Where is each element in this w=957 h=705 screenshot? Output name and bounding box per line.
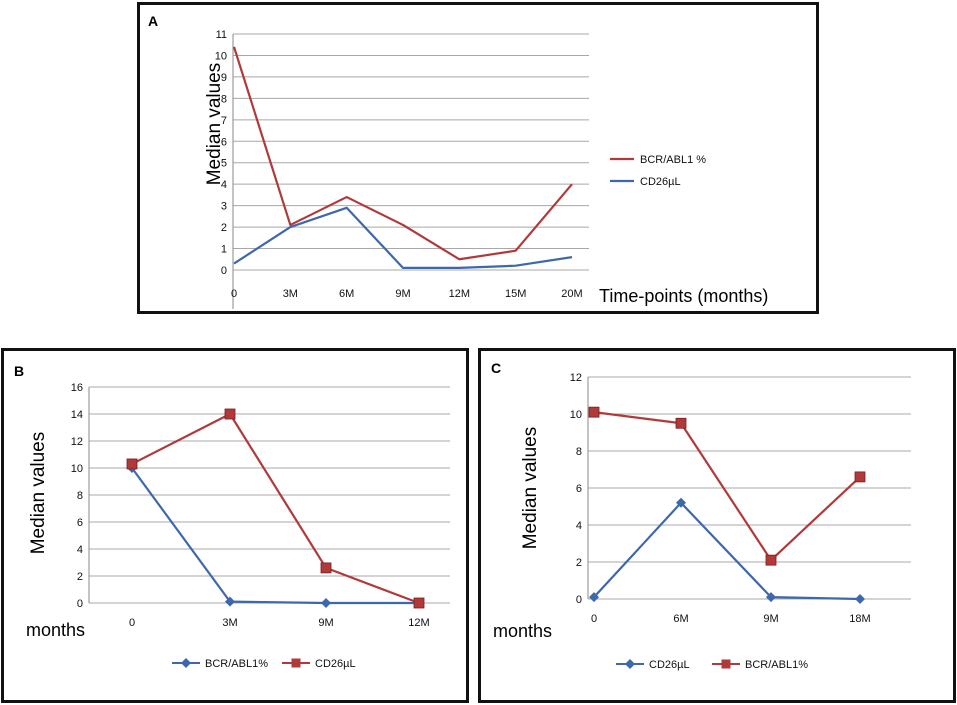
data-point-square [765,554,777,566]
series-line-c-1 [593,411,861,562]
legend-marker-diamond [181,658,191,668]
x-tick-label: 12M [449,288,470,300]
series-line-b-0 [131,467,419,605]
y-tick-label: 9 [221,72,227,84]
y-tick-label: 12 [570,372,582,384]
legend-marker-square [291,658,301,668]
data-point-square [675,417,687,429]
x-tick-label: 6M [339,288,354,300]
y-tick-label: 5 [221,158,227,170]
series-line-a-0 [232,46,573,261]
x-tick-label: 9M [395,288,410,300]
chart-b-svg: 0 2 4 6 8 10 12 14 16 0 3M 9M 12M B Median values month… [14,363,450,670]
data-point-diamond [676,497,686,508]
data-point-square [413,597,425,609]
series-line-c-0 [593,501,861,601]
y-tick-label: 6 [77,517,83,529]
series-line-a-1 [233,206,573,269]
y-tick-label: 8 [221,93,227,105]
data-point-square [320,562,332,574]
series-line-b-1 [131,412,420,605]
y-tick-label: 2 [576,557,582,569]
x-tick-label: 18M [849,613,870,625]
legend-label: BCR/ABL1 % [640,154,706,166]
x-tick-label: 6M [673,613,688,625]
y-tick-label: 8 [576,446,582,458]
x-tick-label: 9M [318,617,333,629]
x-tick-label: 0 [591,613,597,625]
y-tick-label: 4 [77,544,83,556]
x-axis-label: Time-points (months) [599,286,768,306]
y-tick-label: 2 [221,222,227,234]
data-point-square [224,408,236,420]
data-point-square [854,471,866,483]
legend-label: CD26µL [640,176,681,188]
y-axis-label: Median values [28,432,49,555]
x-tick-label: 20M [561,288,582,300]
y-tick-label: 11 [216,29,227,41]
legend-marker-diamond [625,659,635,669]
x-tick-label: 12M [408,617,429,629]
panel-letter: C [491,360,501,376]
chart-panel-a: 0 1 2 3 4 5 6 7 8 9 10 11 0 3M 6M 9M 12M 15M 20M A Median va… [137,2,819,314]
x-tick-label: 3M [222,617,237,629]
legend-label: BCR/ABL1% [205,658,268,670]
x-tick-label: 3M [283,288,298,300]
panel-letter: B [14,363,24,379]
chart-panel-c: 0 2 4 6 8 10 12 0 6M 9M 18M C Median values months CD2… [478,348,956,703]
y-tick-label: 10 [71,463,83,475]
chart-a-svg: 0 1 2 3 4 5 6 7 8 9 10 11 0 3M 6M 9M 12M 15M 20M A Median va… [148,13,768,309]
y-tick-label: 0 [77,598,83,610]
data-point-diamond [225,596,235,607]
y-tick-label: 12 [71,436,83,448]
legend-label: BCR/ABL1% [745,659,808,671]
x-tick-label: 15M [505,288,526,300]
y-tick-label: 16 [71,382,83,394]
data-point-square [126,458,138,470]
y-tick-label: 2 [77,571,83,583]
data-point-diamond [855,594,865,604]
data-point-diamond [589,592,599,603]
y-axis-label: Median values [204,63,225,186]
legend-label: CD26µL [315,658,356,670]
y-tick-label: 4 [221,179,227,191]
y-tick-label: 6 [576,483,582,495]
y-tick-label: 10 [570,409,582,421]
data-point-square [588,406,600,418]
y-tick-label: 3 [221,201,227,213]
y-tick-label: 14 [71,409,83,421]
chart-c-svg: 0 2 4 6 8 10 12 0 6M 9M 18M C Median values months CD2… [491,360,911,671]
x-tick-label: 0 [231,288,237,300]
y-tick-label: 7 [221,115,227,127]
y-tick-label: 0 [221,265,227,277]
y-axis-label: Median values [520,427,541,550]
y-tick-label: 1 [221,244,227,256]
y-tick-label: 0 [576,594,582,606]
y-tick-label: 8 [77,490,83,502]
x-tick-label: 9M [763,613,778,625]
x-axis-label: months [493,621,552,641]
x-tick-label: 0 [129,617,135,629]
panel-letter: A [148,13,158,29]
data-point-diamond [766,592,776,603]
y-tick-label: 4 [576,520,582,532]
legend-marker-square [721,659,731,669]
y-tick-label: 10 [215,50,227,62]
data-point-diamond [321,598,331,608]
y-tick-label: 6 [221,136,227,148]
legend-label: CD26µL [649,659,690,671]
x-axis-label: months [26,620,85,640]
chart-panel-b: 0 2 4 6 8 10 12 14 16 0 3M 9M 12M B Median values month… [1,348,469,703]
